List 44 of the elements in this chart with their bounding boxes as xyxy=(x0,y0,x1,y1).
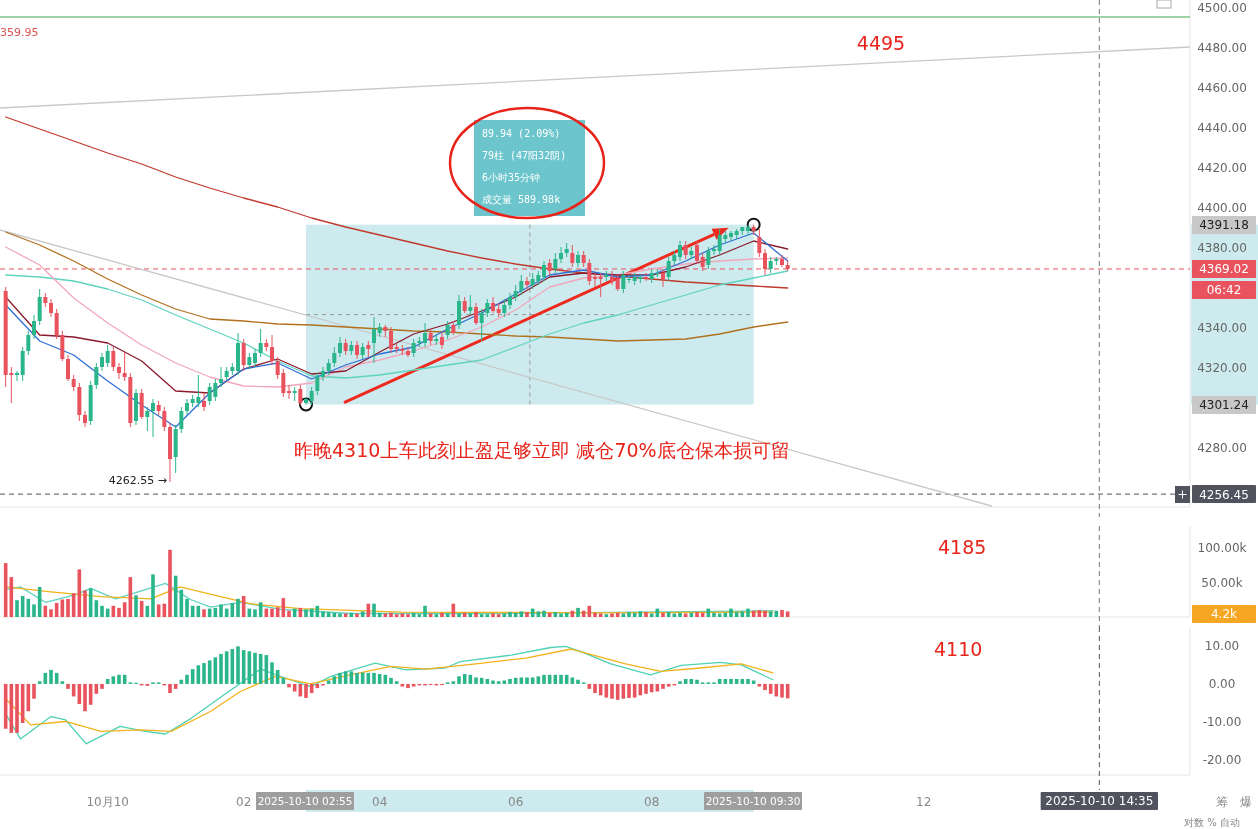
x-tick-label: 02 xyxy=(236,795,252,809)
x-tick-label: 06 xyxy=(508,795,524,809)
ref-line-label: 4369.02 xyxy=(1199,262,1249,277)
x-tick-label: 10月10 xyxy=(86,795,129,809)
y-tick-label: 4320.00 xyxy=(1197,360,1247,375)
annotation: 昨晚4310上车此刻止盈足够立即 减仓70%底仓保本损可留 xyxy=(294,439,790,461)
text: 对数 % 自动 xyxy=(1184,817,1240,828)
y-tick-label: 50.00k xyxy=(1201,575,1243,590)
y-tick-label: 4420.00 xyxy=(1197,160,1247,175)
y-tick-label: 4280.00 xyxy=(1197,440,1247,455)
text: 筹 xyxy=(1216,795,1228,809)
x-tick-label: 04 xyxy=(372,795,388,809)
annotation: 4185 xyxy=(938,536,987,558)
annotation: 成交量 589.98k xyxy=(482,194,561,205)
ref-line-label: 4495 xyxy=(856,32,906,54)
ref-line-label: 4256.45 xyxy=(1199,487,1249,502)
y-tick-label: 0.00 xyxy=(1208,677,1236,692)
annotation: 4110 xyxy=(934,638,983,660)
y-tick-label: -20.00 xyxy=(1202,753,1242,768)
y-tick-label: -10.00 xyxy=(1202,715,1242,730)
text: 2025-10-10 09:30 xyxy=(705,794,801,807)
annotation: 89.94 (2.09%) xyxy=(482,128,561,139)
annotation: 4262.55 → xyxy=(108,473,167,487)
text: 4301.24 xyxy=(1199,398,1249,413)
y-tick-label: 4500.00 xyxy=(1197,0,1247,15)
text: 2025-10-10 02:55 xyxy=(257,794,353,807)
ref-line-label: 2025-10-10 14:35 xyxy=(1045,794,1154,809)
annotation: 79柱 (47阳32阴) xyxy=(482,150,567,161)
y-tick-label: 4340.00 xyxy=(1197,320,1247,335)
text: 4.2k xyxy=(1210,607,1238,622)
y-tick-label: 4480.00 xyxy=(1197,40,1247,55)
annotation: 6小时35分钟 xyxy=(482,172,541,183)
y-tick-label: 4380.00 xyxy=(1197,240,1247,255)
text: 4391.18 xyxy=(1199,218,1249,233)
text: 06:42 xyxy=(1206,283,1242,298)
y-tick-label: 4460.00 xyxy=(1197,80,1247,95)
y-tick-label: 100.00k xyxy=(1197,540,1247,555)
text: 爆 xyxy=(1240,795,1252,809)
x-tick-label: 12 xyxy=(916,795,932,809)
y-tick-label: 10.00 xyxy=(1204,639,1240,654)
y-tick-label: 4440.00 xyxy=(1197,120,1247,135)
annotation: 359.95 xyxy=(0,26,39,39)
y-tick-label: 4400.00 xyxy=(1197,200,1247,215)
x-tick-label: 08 xyxy=(644,795,660,809)
